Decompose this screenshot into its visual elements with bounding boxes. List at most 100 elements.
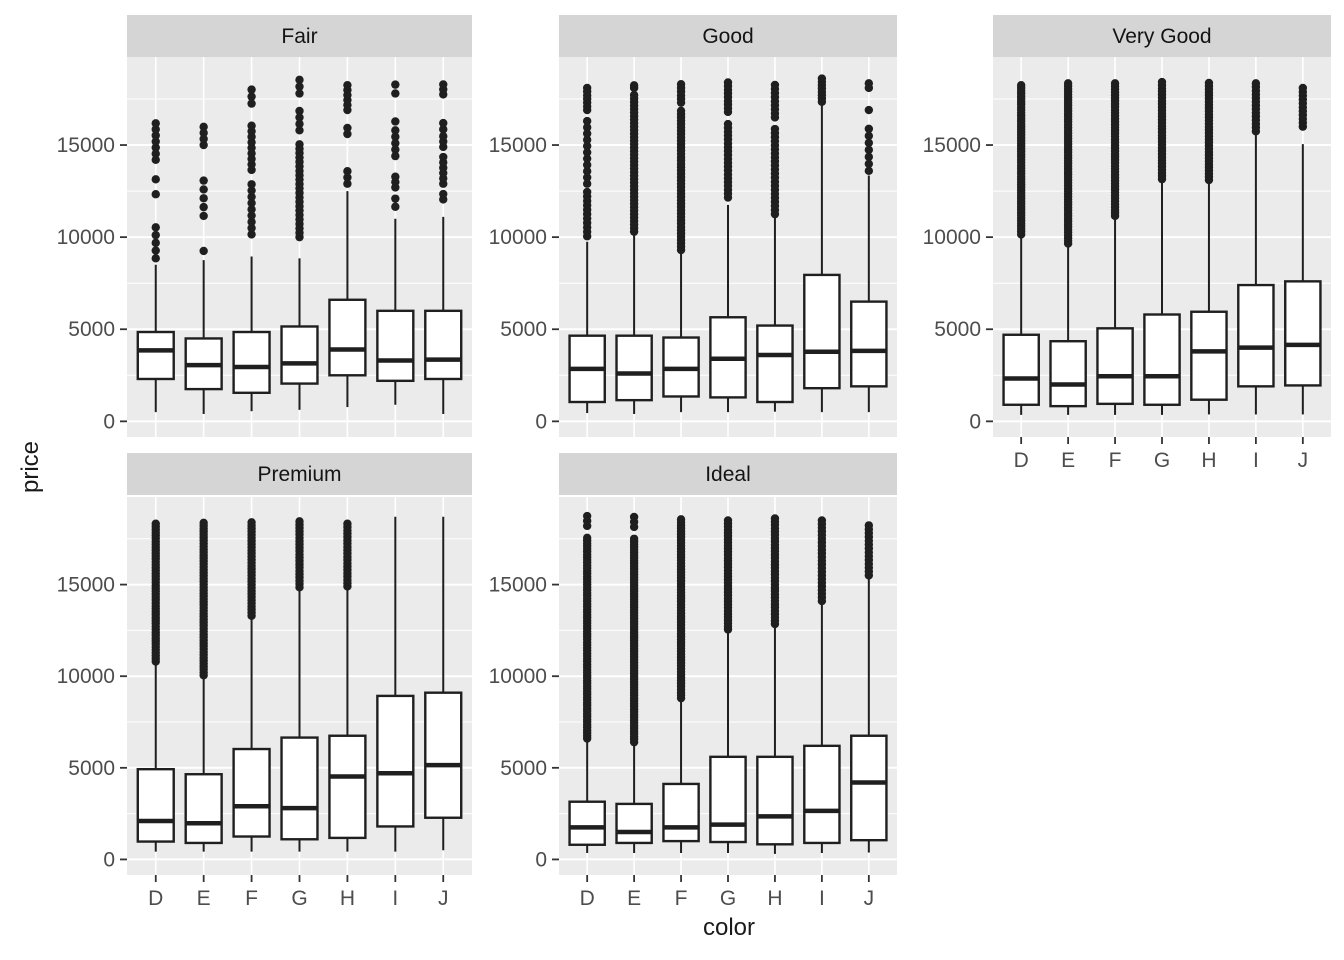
box-premium-J — [424, 516, 463, 851]
box-very-good-I — [1237, 79, 1275, 415]
outlier-dot — [723, 516, 733, 525]
outlier-dot — [439, 152, 448, 162]
outlier-dot — [295, 119, 304, 129]
outlier-dot — [247, 211, 256, 220]
iqr-box — [1237, 283, 1275, 388]
outlier-dot — [199, 246, 208, 256]
outlier-dot — [391, 132, 400, 141]
outlier-dot — [1016, 80, 1026, 90]
y-tick-label: 10000 — [57, 226, 115, 249]
x-tick-label: G — [1154, 449, 1170, 472]
x-tick-label: I — [819, 887, 825, 910]
outlier-dot — [391, 202, 400, 211]
outlier-dot — [151, 246, 160, 255]
x-tick-label: F — [1109, 449, 1122, 472]
x-tick-label: J — [438, 887, 449, 910]
facet-strip — [993, 15, 1331, 57]
outlier-dot — [864, 166, 874, 176]
outlier-dot — [391, 172, 400, 181]
outlier-dot — [864, 152, 874, 162]
outlier-dot — [439, 132, 448, 141]
box-fair-H — [328, 80, 367, 408]
box-ideal-F — [662, 515, 700, 854]
outlier-dot — [295, 126, 304, 135]
box-ideal-I — [803, 516, 841, 854]
outlier-dot — [723, 78, 733, 87]
outlier-dot — [247, 180, 256, 189]
outlier-dot — [676, 106, 686, 115]
outlier-dot — [1157, 77, 1167, 87]
iqr-box — [424, 691, 463, 819]
box-good-H — [756, 80, 794, 412]
box-premium-F — [232, 518, 271, 852]
iqr-box — [184, 773, 223, 845]
box-good-D — [568, 83, 606, 414]
outlier-dot — [199, 176, 208, 185]
iqr-box — [136, 767, 175, 843]
outlier-dot — [1063, 79, 1073, 88]
facet-strip — [127, 453, 472, 495]
box-ideal-J — [850, 521, 888, 853]
outlier-dot — [391, 139, 400, 148]
box-fair-E — [184, 122, 223, 414]
iqr-box — [424, 309, 463, 381]
box-fair-G — [280, 75, 319, 410]
outlier-dot — [817, 516, 827, 525]
iqr-box — [280, 325, 319, 385]
iqr-box — [232, 330, 271, 394]
outlier-dot — [151, 175, 160, 184]
outlier-dot — [1110, 79, 1120, 88]
y-axis-title: price — [17, 440, 44, 494]
facet-strip — [559, 15, 897, 57]
x-tick-label: G — [720, 887, 736, 910]
x-tick-label: E — [627, 887, 641, 910]
outlier-dot — [582, 173, 592, 182]
box-premium-G — [280, 517, 319, 852]
iqr-box — [376, 309, 415, 383]
facet-strip-label: Premium — [257, 463, 341, 486]
outlier-dot — [199, 518, 208, 528]
box-good-E — [615, 81, 653, 414]
box-premium-E — [184, 518, 223, 852]
iqr-box — [803, 744, 841, 845]
iqr-box — [756, 755, 794, 846]
outlier-dot — [295, 82, 304, 91]
outlier-dot — [199, 128, 208, 138]
y-tick-label: 0 — [969, 410, 981, 433]
outlier-dot — [864, 159, 874, 169]
outlier-dot — [199, 185, 208, 194]
outlier-dot — [582, 167, 592, 176]
outlier-dot — [343, 80, 352, 90]
box-fair-F — [232, 85, 271, 412]
y-tick-label: 0 — [103, 848, 115, 871]
outlier-dot — [151, 155, 160, 164]
outlier-dot — [151, 238, 160, 248]
outlier-dot — [864, 79, 874, 88]
outlier-dot — [151, 119, 160, 128]
outlier-dot — [247, 518, 256, 527]
outlier-dot — [343, 179, 352, 188]
outlier-dot — [151, 223, 160, 232]
outlier-dot — [770, 514, 780, 523]
outlier-dot — [391, 194, 400, 203]
box-ideal-D — [568, 511, 606, 854]
outlier-dot — [770, 124, 780, 134]
outlier-dot — [439, 118, 448, 128]
x-tick-label: D — [148, 887, 163, 910]
box-fair-I — [376, 80, 415, 405]
box-premium-H — [328, 519, 367, 852]
outlier-dot — [864, 105, 874, 115]
outlier-dot — [247, 230, 256, 239]
outlier-dot — [151, 149, 160, 158]
x-tick-label: F — [245, 887, 258, 910]
outlier-dot — [247, 223, 256, 233]
outlier-dot — [629, 512, 639, 522]
box-very-good-E — [1049, 79, 1087, 415]
box-very-good-D — [1002, 80, 1040, 415]
iqr-box — [615, 802, 653, 845]
outlier-dot — [391, 117, 400, 126]
facet-strip-label: Fair — [281, 25, 317, 48]
outlier-dot — [199, 134, 208, 144]
x-tick-label: H — [340, 887, 355, 910]
facet-strip — [127, 15, 472, 57]
